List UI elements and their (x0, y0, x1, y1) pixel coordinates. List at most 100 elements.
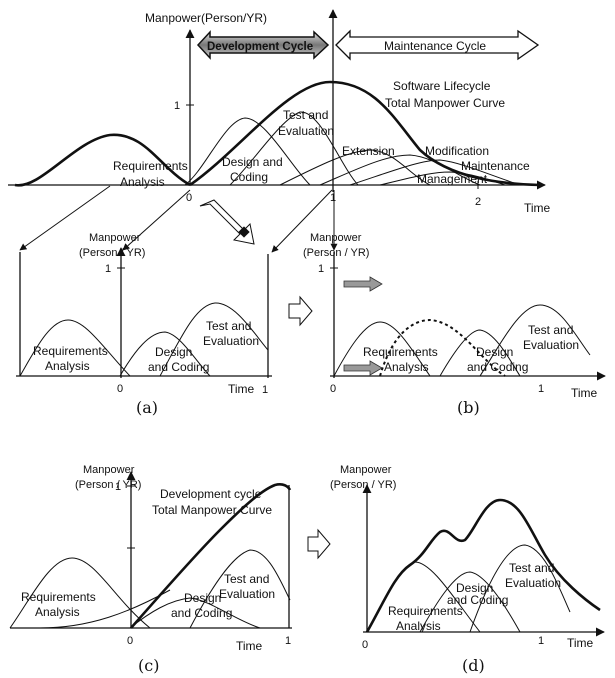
top-ytick-1: 1 (174, 100, 180, 112)
top-modification-curve (319, 154, 481, 186)
panel-c-ylabel-2: (Person / YR) (75, 479, 141, 491)
panel-c-ylabel-1: Manpower (83, 464, 135, 476)
top-total-curve (189, 80, 541, 187)
panel-d-design-label-2: and Coding (447, 593, 508, 607)
connector-req-to-a (19, 185, 111, 251)
top-xtick-1: 1 (330, 192, 336, 204)
top-design-label-2: Coding (230, 170, 268, 184)
panel-a: Manpower (Person / YR) 1 Requirements An… (16, 232, 272, 417)
top-test-curve (229, 111, 359, 186)
top-diagram: Manpower(Person/YR) Development Cycle Ma… (8, 9, 551, 253)
top-req-label-1: Requirements (113, 159, 188, 173)
top-maintenance-label: Maintenance (461, 159, 530, 173)
top-ylabel: Manpower(Person/YR) (145, 11, 267, 25)
top-requirements-curve (14, 133, 191, 187)
panel-c-to-d-arrow (307, 528, 331, 560)
panel-c-test-curve (189, 549, 291, 629)
panel-b-test-label-2: Evaluation (523, 338, 579, 352)
panel-b-test-label-1: Test and (528, 323, 573, 337)
panel-b-req-label-2: Analysis (384, 360, 429, 374)
panel-d: Manpower (Person / YR) Design and Coding… (330, 464, 605, 675)
panel-a-ytick-1: 1 (105, 263, 111, 275)
panel-d-xtick-0: 0 (362, 639, 368, 651)
top-xtick-2: 2 (475, 196, 481, 208)
panel-a-to-b-arrow (288, 295, 313, 327)
connector-zero-to-a (122, 189, 191, 251)
panel-d-ylabel-2: (Person / YR) (330, 479, 396, 491)
top-extension-curve (279, 149, 431, 186)
panel-d-total-curve (365, 498, 601, 633)
maintenance-cycle-arrow (335, 29, 540, 61)
panel-c-total-curve (130, 483, 292, 629)
panel-c-test-label-2: Evaluation (219, 587, 275, 601)
panel-c-curve-title-1: Development cycle (160, 487, 262, 501)
panel-b-ytick-1: 1 (318, 263, 324, 275)
development-cycle-arrow (196, 30, 330, 60)
connector-end-to-a (271, 189, 333, 253)
panel-a-ylabel-1: Manpower (89, 232, 141, 244)
panel-a-design-label-1: Design (155, 345, 192, 359)
top-design-label-1: Design and (222, 155, 283, 169)
panel-c-design-curve (129, 597, 261, 629)
panel-d-design-curve (419, 571, 521, 633)
panel-a-req-label-1: Requirements (33, 344, 108, 358)
panel-b-ylabel-2: (Person / YR) (303, 247, 369, 259)
panel-d-xtick-1: 1 (538, 635, 544, 647)
development-cycle-label: Development Cycle (207, 41, 313, 53)
arrow-tip-marker (238, 226, 250, 238)
panel-d-req-label-1: Requirements (388, 604, 463, 618)
panel-c: Manpower (Person / YR) 1 Development cyc… (9, 464, 292, 675)
panel-b: Manpower (Person / YR) 1 Requirements An… (303, 232, 606, 417)
top-curve-title-2: Total Manpower Curve (385, 96, 505, 110)
panel-c-test-label-1: Test and (224, 572, 269, 586)
panel-b-design-label-2: and Coding (467, 360, 528, 374)
top-xlabel: Time (524, 201, 551, 215)
panel-b-xtick-0: 0 (330, 383, 336, 395)
top-test-label-1: Test and (283, 108, 328, 122)
panel-c-req-curve (9, 557, 151, 629)
top-extension-label: Extension (342, 144, 395, 158)
panel-d-test-label-1: Test and (509, 561, 554, 575)
panel-b-design-label-1: Design (476, 345, 513, 359)
panel-c-ytick-1: 1 (115, 481, 121, 493)
diagonal-hollow-arrow (199, 199, 255, 245)
panel-c-xtick-1: 1 (285, 635, 291, 647)
panel-d-ylabel-1: Manpower (340, 464, 392, 476)
panel-c-req-label-2: Analysis (35, 605, 80, 619)
panel-b-req-curve (333, 321, 431, 377)
panel-c-design-label-2: and Coding (171, 606, 232, 620)
panel-b-caption: (b) (457, 398, 480, 417)
top-management-label: Management (417, 172, 488, 186)
panel-a-design-curve (119, 331, 211, 377)
top-curve-title-1: Software Lifecycle (393, 79, 491, 93)
panel-c-caption: (c) (138, 656, 159, 675)
panel-c-curve-title-2: Total Manpower Curve (152, 503, 272, 517)
panel-c-req-label-1: Requirements (21, 590, 96, 604)
panel-a-xtick-1: 1 (262, 384, 268, 396)
panel-b-design-curve (439, 329, 521, 377)
top-modification-label: Modification (425, 144, 489, 158)
panel-d-req-label-2: Analysis (396, 619, 441, 633)
panel-b-shift-arrow-bottom (343, 360, 383, 376)
panel-b-total-dotted-curve (379, 318, 506, 377)
panel-a-caption: (a) (136, 398, 158, 417)
panel-b-ylabel-1: Manpower (310, 232, 362, 244)
panel-a-xtick-0: 0 (117, 383, 123, 395)
top-test-label-2: Evaluation (278, 124, 334, 138)
panel-a-req-curve (19, 319, 131, 377)
panel-a-test-curve (159, 302, 269, 377)
panel-a-test-label-1: Test and (206, 319, 251, 333)
panel-d-xlabel: Time (567, 636, 594, 650)
panel-b-xlabel: Time (571, 386, 598, 400)
panel-d-design-label-1: Design (456, 581, 493, 595)
panel-d-test-label-2: Evaluation (505, 576, 561, 590)
panel-a-req-label-2: Analysis (45, 359, 90, 373)
top-maintenance-curve (349, 159, 521, 186)
panel-a-xlabel: Time (228, 382, 255, 396)
panel-a-design-label-2: and Coding (148, 360, 209, 374)
panel-b-xtick-1: 1 (538, 383, 544, 395)
panel-a-test-label-2: Evaluation (203, 334, 259, 348)
panel-b-shift-arrow-top (343, 276, 383, 292)
panel-b-req-label-1: Requirements (363, 345, 438, 359)
